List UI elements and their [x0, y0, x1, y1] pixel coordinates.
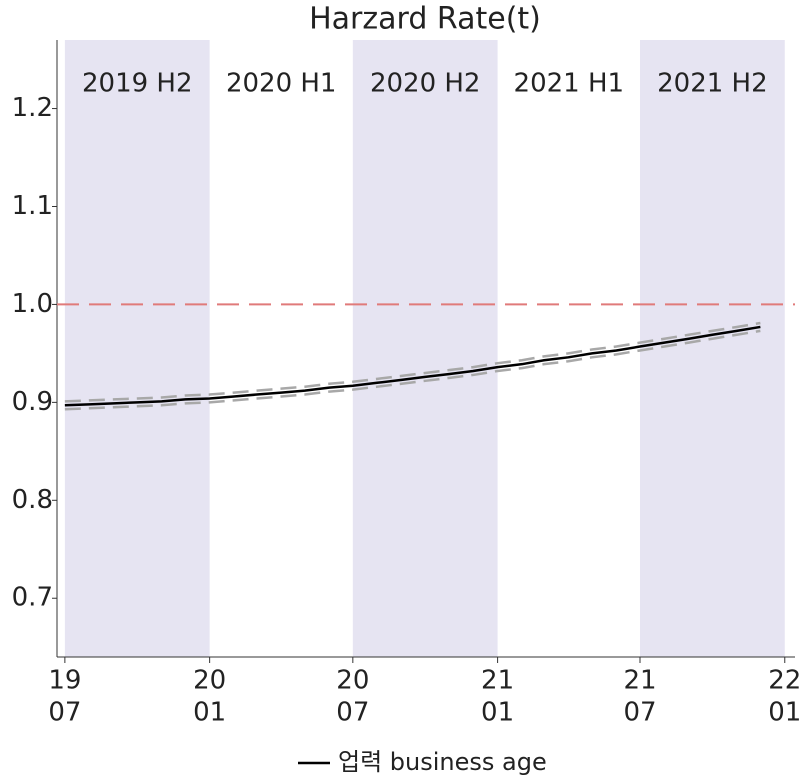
x-tick-label: 01 [193, 698, 226, 728]
period-label: 2021 H2 [657, 69, 768, 99]
period-shade [640, 40, 785, 657]
period-shade [64, 40, 210, 657]
x-tick-label: 22 [768, 666, 800, 696]
y-tick-label: 1.2 [12, 93, 53, 123]
x-tick-label: 20 [336, 666, 369, 696]
y-tick-label: 0.8 [12, 485, 53, 515]
legend-label: 업력 business age [338, 748, 547, 776]
x-tick-label: 01 [481, 698, 514, 728]
x-tick-label: 07 [48, 698, 81, 728]
x-tick-label: 21 [623, 666, 656, 696]
x-tick-label: 21 [481, 666, 514, 696]
chart-title: Harzard Rate(t) [309, 2, 541, 37]
y-tick-label: 0.7 [12, 583, 53, 613]
x-tick-label: 19 [48, 666, 81, 696]
period-label: 2020 H2 [370, 69, 481, 99]
y-tick-label: 0.9 [12, 387, 53, 417]
period-shade [352, 40, 498, 657]
x-tick-label: 07 [336, 698, 369, 728]
period-label: 2019 H2 [82, 69, 193, 99]
period-label: 2021 H1 [514, 69, 625, 99]
period-label: 2020 H1 [226, 69, 337, 99]
x-tick-label: 01 [768, 698, 800, 728]
x-tick-label: 20 [193, 666, 226, 696]
y-tick-label: 1.1 [12, 191, 53, 221]
y-tick-label: 1.0 [12, 289, 53, 319]
ci-upper [64, 321, 761, 403]
ci-lower [64, 329, 761, 411]
series-line [64, 325, 761, 407]
x-tick-label: 07 [623, 698, 656, 728]
